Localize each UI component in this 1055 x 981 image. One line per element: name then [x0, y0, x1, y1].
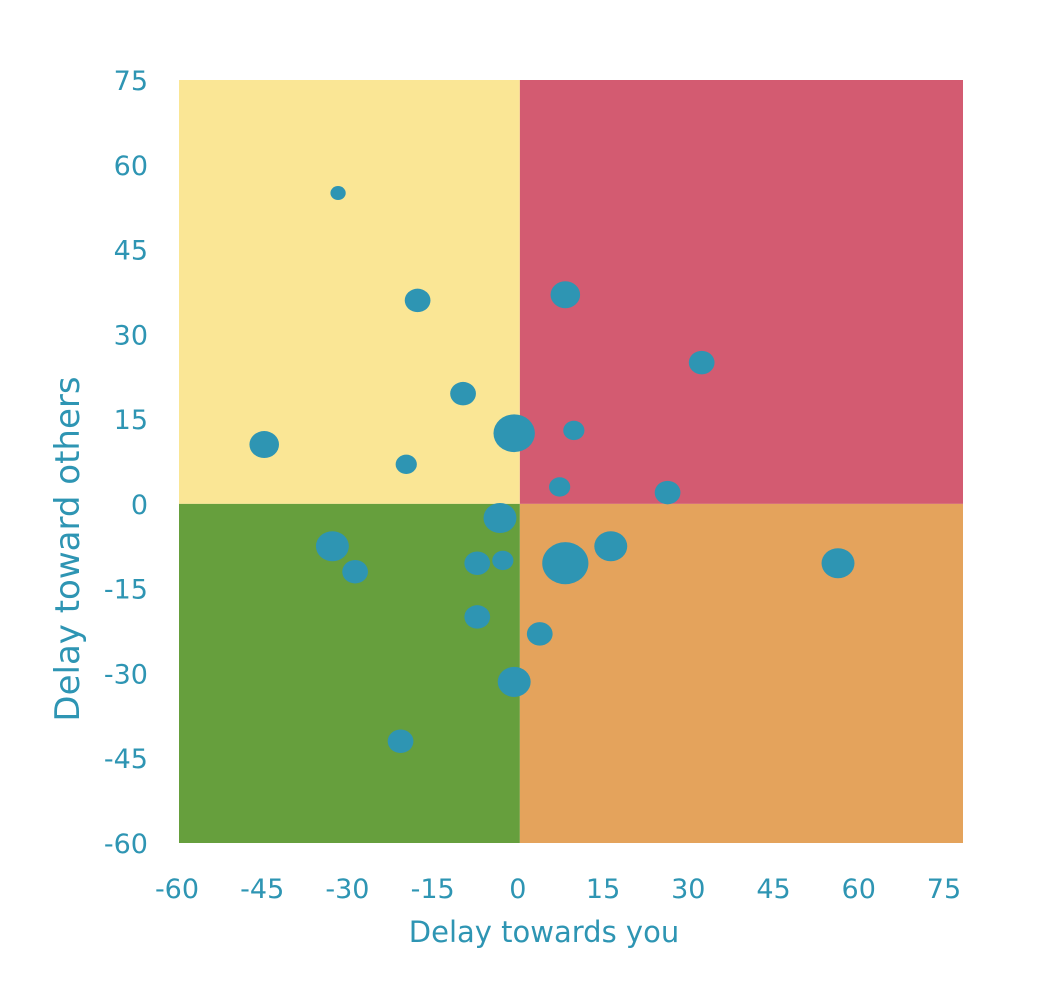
x-tick-label: -15: [411, 874, 455, 905]
bubble-point: [450, 381, 476, 406]
bubble-point: [330, 186, 346, 201]
y-tick-label: 0: [131, 490, 148, 521]
bubble-point: [493, 414, 535, 453]
bubble-point: [387, 729, 414, 754]
y-tick-label: -30: [104, 659, 148, 690]
y-tick-label: 45: [114, 236, 148, 267]
quadrant-upper-right: [519, 80, 963, 504]
bubble-point: [526, 622, 553, 646]
y-axis-ticks: 75 60 45 30 15 0 -15 -30 -45 -60: [104, 66, 148, 860]
x-axis-title: Delay towards you: [409, 915, 679, 949]
y-tick-label: -60: [104, 829, 148, 860]
y-tick-label: 75: [114, 66, 148, 97]
quadrant-lower-left: [179, 503, 520, 843]
bubble-point: [542, 542, 589, 585]
bubble-point: [249, 431, 280, 459]
bubble-point: [549, 477, 571, 497]
quadrant-lower-right: [519, 503, 963, 843]
bubble-point: [688, 350, 715, 375]
bubble-point: [594, 531, 628, 562]
quadrant-backgrounds: [179, 80, 963, 843]
y-tick-label: -15: [104, 575, 148, 606]
x-tick-label: 0: [509, 874, 526, 905]
quadrant-upper-left: [179, 80, 520, 504]
bubble-series: [249, 186, 855, 754]
bubble-point: [464, 551, 491, 575]
y-tick-label: 60: [114, 151, 148, 182]
x-tick-label: 45: [756, 874, 790, 905]
y-tick-label: 15: [114, 405, 148, 436]
x-axis-ticks: -60 -45 -30 -15 0 15 30 45 60 75: [155, 874, 961, 905]
bubble-point: [395, 454, 417, 474]
bubble-point: [404, 288, 431, 313]
bubble-point: [483, 502, 517, 534]
x-tick-label: -60: [155, 874, 199, 905]
x-tick-label: 30: [671, 874, 705, 905]
bubble-point: [492, 550, 514, 571]
bubble-point: [821, 548, 855, 579]
bubble-point: [342, 559, 368, 584]
x-tick-label: -45: [240, 874, 284, 905]
bubble-point: [497, 666, 531, 697]
x-tick-label: -30: [325, 874, 369, 905]
y-tick-label: 30: [114, 320, 148, 351]
x-tick-label: 60: [842, 874, 876, 905]
x-tick-label: 75: [927, 874, 961, 905]
bubble-point: [550, 281, 581, 309]
bubble-point: [315, 531, 349, 562]
y-tick-label: -45: [104, 744, 148, 775]
x-tick-label: 15: [586, 874, 620, 905]
bubble-point: [563, 420, 585, 441]
bubble-point: [464, 605, 491, 629]
y-axis-title: Delay toward others: [48, 376, 88, 721]
bubble-point: [654, 480, 681, 505]
